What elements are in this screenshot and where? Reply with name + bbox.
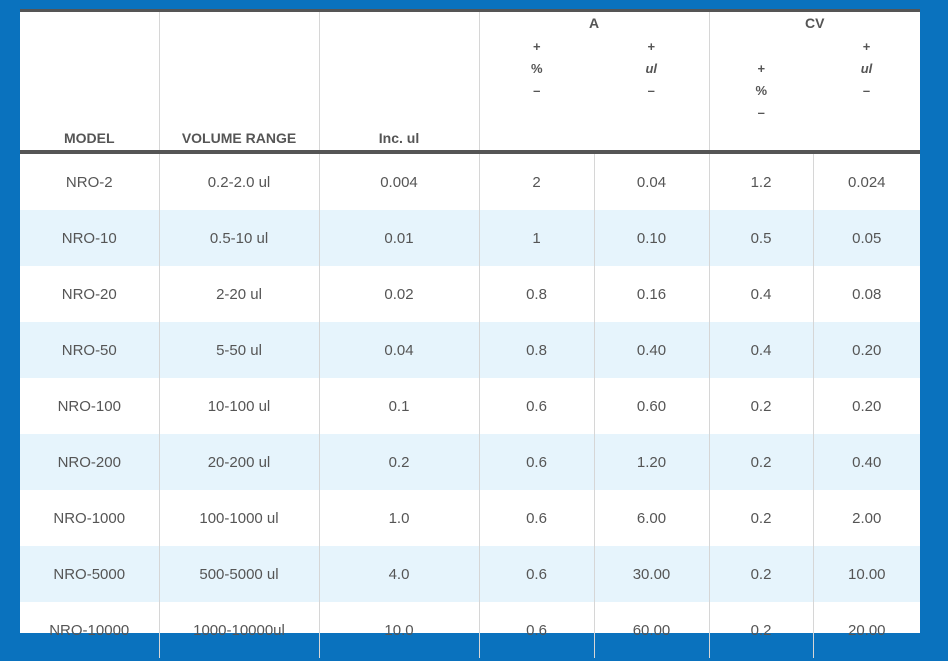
cell-volume-range: 10-100 ul xyxy=(159,378,320,434)
cell-a-ul: 1.20 xyxy=(594,434,710,490)
cell-a-ul: 0.04 xyxy=(594,152,710,210)
unit-label: ul xyxy=(860,61,873,76)
table-body: NRO-2 0.2-2.0 ul 0.004 2 0.04 1.2 0.024 … xyxy=(20,152,921,658)
cell-cv-ul: 0.20 xyxy=(813,322,921,378)
cell-a-percent: 1 xyxy=(479,210,595,266)
cell-cv-ul: 20.00 xyxy=(847,621,886,639)
cell-cv-percent: 0.2 xyxy=(709,546,814,602)
cell-cv-ul: 0.08 xyxy=(852,285,882,303)
cell-a-percent: 0.6 xyxy=(479,546,595,602)
table-row: NRO-200 20-200 ul 0.2 0.6 1.20 0.2 0.40 xyxy=(20,434,921,490)
cell-increment: 10.0 xyxy=(319,602,480,658)
cell-a-percent: 0.6 xyxy=(479,490,595,546)
table-row: NRO-50 5-50 ul 0.04 0.8 0.40 0.4 0.20 xyxy=(20,322,921,378)
cell-volume-range: 2-20 ul xyxy=(159,266,320,322)
cell-cv-percent: 0.2 xyxy=(709,434,814,490)
header-volume-range: VOLUME RANGE xyxy=(159,12,320,154)
minus-sign: – xyxy=(533,83,541,98)
header-model: MODEL xyxy=(20,12,160,154)
header-cv-ul: + ul – xyxy=(813,32,921,154)
table-row: NRO-100 10-100 ul 0.1 0.6 0.60 0.2 0.20 xyxy=(20,378,920,434)
cell-model: NRO-50 xyxy=(20,322,160,378)
cell-cv-percent: 0.4 xyxy=(709,266,814,322)
cell-a-ul: 0.60 xyxy=(594,378,710,434)
cell-volume-range: 5-50 ul xyxy=(159,322,320,378)
table-row: NRO-10 0.5-10 ul 0.01 1 0.10 0.5 0.05 xyxy=(20,210,921,266)
plus-sign: + xyxy=(532,39,541,54)
plus-sign: + xyxy=(862,39,871,54)
cell-cv-percent: 0.2 xyxy=(709,602,814,658)
cell-model: NRO-1000 xyxy=(20,490,160,546)
cell-cv-ul: 0.20 xyxy=(852,397,882,415)
table-row: NRO-2 0.2-2.0 ul 0.004 2 0.04 1.2 0.024 xyxy=(20,152,920,210)
cell-increment: 0.004 xyxy=(319,152,480,210)
header-increment: Inc. ul xyxy=(319,12,480,154)
cell-increment: 4.0 xyxy=(319,546,480,602)
cell-cv-percent: 1.2 xyxy=(709,152,814,210)
minus-sign: – xyxy=(647,83,655,98)
minus-sign: – xyxy=(757,105,765,120)
cell-cv-ul: 0.05 xyxy=(813,210,921,266)
header-a-ul: + ul – xyxy=(594,32,710,154)
table-row: NRO-1000 100-1000 ul 1.0 0.6 6.00 0.2 2.… xyxy=(20,490,920,546)
cell-a-percent: 0.8 xyxy=(479,322,595,378)
percent-sign: % xyxy=(530,61,543,76)
cell-a-ul: 0.10 xyxy=(594,210,710,266)
cell-a-ul: 30.00 xyxy=(594,546,710,602)
cell-a-ul: 6.00 xyxy=(594,490,710,546)
cell-cv-ul: 2.00 xyxy=(852,509,882,527)
cell-a-ul: 0.40 xyxy=(594,322,710,378)
cell-a-percent: 0.8 xyxy=(479,266,595,322)
cell-volume-range: 0.2-2.0 ul xyxy=(159,152,320,210)
cell-cv-percent: 0.2 xyxy=(709,490,814,546)
table-row: NRO-20 2-20 ul 0.02 0.8 0.16 0.4 0.08 xyxy=(20,266,920,322)
header-a-percent: + % – xyxy=(479,32,594,154)
cell-cv-ul: 10.00 xyxy=(813,546,921,602)
cell-cv-ul: 0.40 xyxy=(813,434,921,490)
percent-sign: % xyxy=(755,83,768,98)
unit-label: ul xyxy=(645,61,658,76)
header-cv-percent: + % – xyxy=(709,32,813,154)
cell-a-percent: 0.6 xyxy=(479,602,595,658)
minus-sign: – xyxy=(862,83,871,98)
cell-a-ul: 0.16 xyxy=(594,266,710,322)
cell-increment: 0.04 xyxy=(319,322,480,378)
cell-cv-percent: 0.2 xyxy=(709,378,814,434)
cell-volume-range: 100-1000 ul xyxy=(159,490,320,546)
plus-sign: + xyxy=(757,61,766,76)
cell-model: NRO-100 xyxy=(20,378,160,434)
header-group-a: A xyxy=(479,12,710,32)
cell-model: NRO-200 xyxy=(20,434,160,490)
cell-a-percent: 0.6 xyxy=(479,378,595,434)
cell-a-ul: 60.00 xyxy=(594,602,710,658)
cell-cv-percent: 0.4 xyxy=(709,322,814,378)
pipette-spec-table: MODEL VOLUME RANGE Inc. ul A CV + % – + xyxy=(20,12,921,658)
cell-model: NRO-2 xyxy=(20,152,160,210)
cell-model: NRO-20 xyxy=(20,266,160,322)
table-header: MODEL VOLUME RANGE Inc. ul A CV + % – + xyxy=(20,12,921,154)
header-group-cv: CV xyxy=(805,15,825,31)
cell-volume-range: 1000-10000ul xyxy=(159,602,320,658)
cell-volume-range: 0.5-10 ul xyxy=(159,210,320,266)
table-row: NRO-10000 1000-10000ul 10.0 0.6 60.00 0.… xyxy=(20,602,920,658)
spec-table-panel: MODEL VOLUME RANGE Inc. ul A CV + % – + xyxy=(20,9,921,658)
cell-volume-range: 500-5000 ul xyxy=(159,546,320,602)
cell-model: NRO-5000 xyxy=(20,546,160,602)
cell-volume-range: 20-200 ul xyxy=(159,434,320,490)
cell-increment: 0.02 xyxy=(319,266,480,322)
table-row: NRO-5000 500-5000 ul 4.0 0.6 30.00 0.2 1… xyxy=(20,546,921,602)
cell-a-percent: 2 xyxy=(479,152,595,210)
cell-a-percent: 0.6 xyxy=(479,434,595,490)
cell-cv-ul: 0.024 xyxy=(847,173,886,191)
cell-cv-percent: 0.5 xyxy=(709,210,814,266)
cell-model: NRO-10 xyxy=(20,210,160,266)
cell-increment: 0.2 xyxy=(319,434,480,490)
cell-increment: 1.0 xyxy=(319,490,480,546)
cell-increment: 0.1 xyxy=(319,378,480,434)
cell-increment: 0.01 xyxy=(319,210,480,266)
cell-model: NRO-10000 xyxy=(20,602,160,658)
plus-sign: + xyxy=(647,39,656,54)
